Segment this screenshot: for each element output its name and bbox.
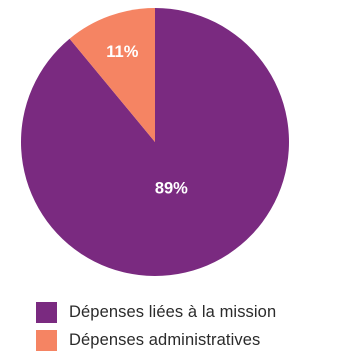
legend: Dépenses liées à la mission Dépenses adm… xyxy=(36,298,276,354)
legend-swatch-admin xyxy=(36,330,57,351)
data-label-admin: 11% xyxy=(106,43,138,61)
legend-label-admin: Dépenses administratives xyxy=(69,331,260,350)
pie-chart: 89% 11% xyxy=(0,0,345,290)
data-label-mission: 89% xyxy=(155,179,188,197)
legend-item-mission: Dépenses liées à la mission xyxy=(36,298,276,326)
legend-item-admin: Dépenses administratives xyxy=(36,326,276,354)
legend-label-mission: Dépenses liées à la mission xyxy=(69,303,276,322)
legend-swatch-mission xyxy=(36,302,57,323)
